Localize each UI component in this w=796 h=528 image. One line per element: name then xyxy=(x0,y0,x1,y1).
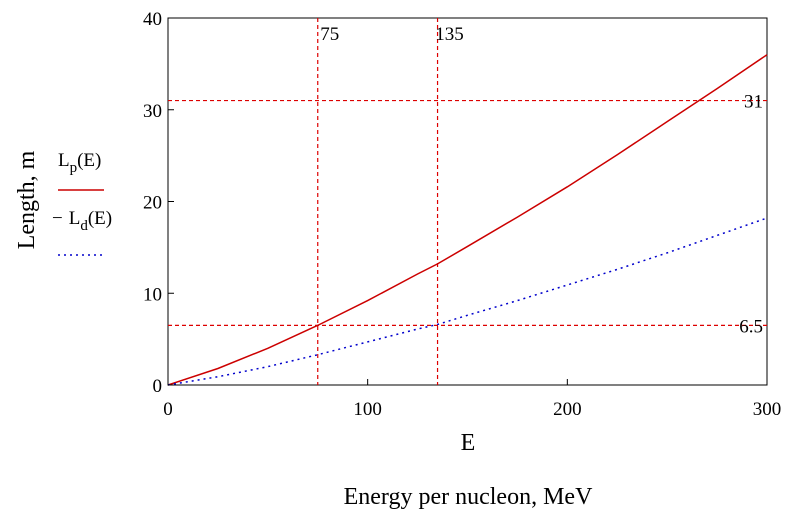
y-axis-label: Length, m xyxy=(14,150,40,249)
markers-layer: 75 135 31 6.5 xyxy=(168,18,767,385)
marker-hlabel-1: 6.5 xyxy=(739,316,763,337)
legend: Lp(E) − Ld(E) xyxy=(52,150,112,256)
legend-label-lp: Lp(E) xyxy=(58,150,101,176)
legend-label-ld: − Ld(E) xyxy=(52,208,112,234)
marker-vlabel-1: 135 xyxy=(435,24,464,45)
ticks-layer: 0 100 200 300 0 10 20 30 40 xyxy=(143,9,781,420)
y-tick-label-0: 0 xyxy=(153,376,163,397)
plot-area xyxy=(167,17,768,386)
y-tick-label-1: 10 xyxy=(143,284,162,305)
y-tick-label-2: 20 xyxy=(143,193,162,214)
series-line-0 xyxy=(167,54,768,386)
marker-hlabel-0: 31 xyxy=(744,92,763,113)
marker-vlabel-0: 75 xyxy=(320,24,339,45)
x-axis-label: E xyxy=(461,430,476,456)
x-tick-label-0: 0 xyxy=(163,399,173,420)
x-tick-label-3: 300 xyxy=(753,399,782,420)
series-layer xyxy=(167,54,768,386)
x-tick-label-1: 100 xyxy=(353,399,382,420)
x-tick-label-2: 200 xyxy=(553,399,582,420)
x-axis-caption: Energy per nucleon, MeV xyxy=(344,484,593,510)
y-tick-label-4: 40 xyxy=(143,9,162,30)
y-tick-label-3: 30 xyxy=(143,101,162,122)
